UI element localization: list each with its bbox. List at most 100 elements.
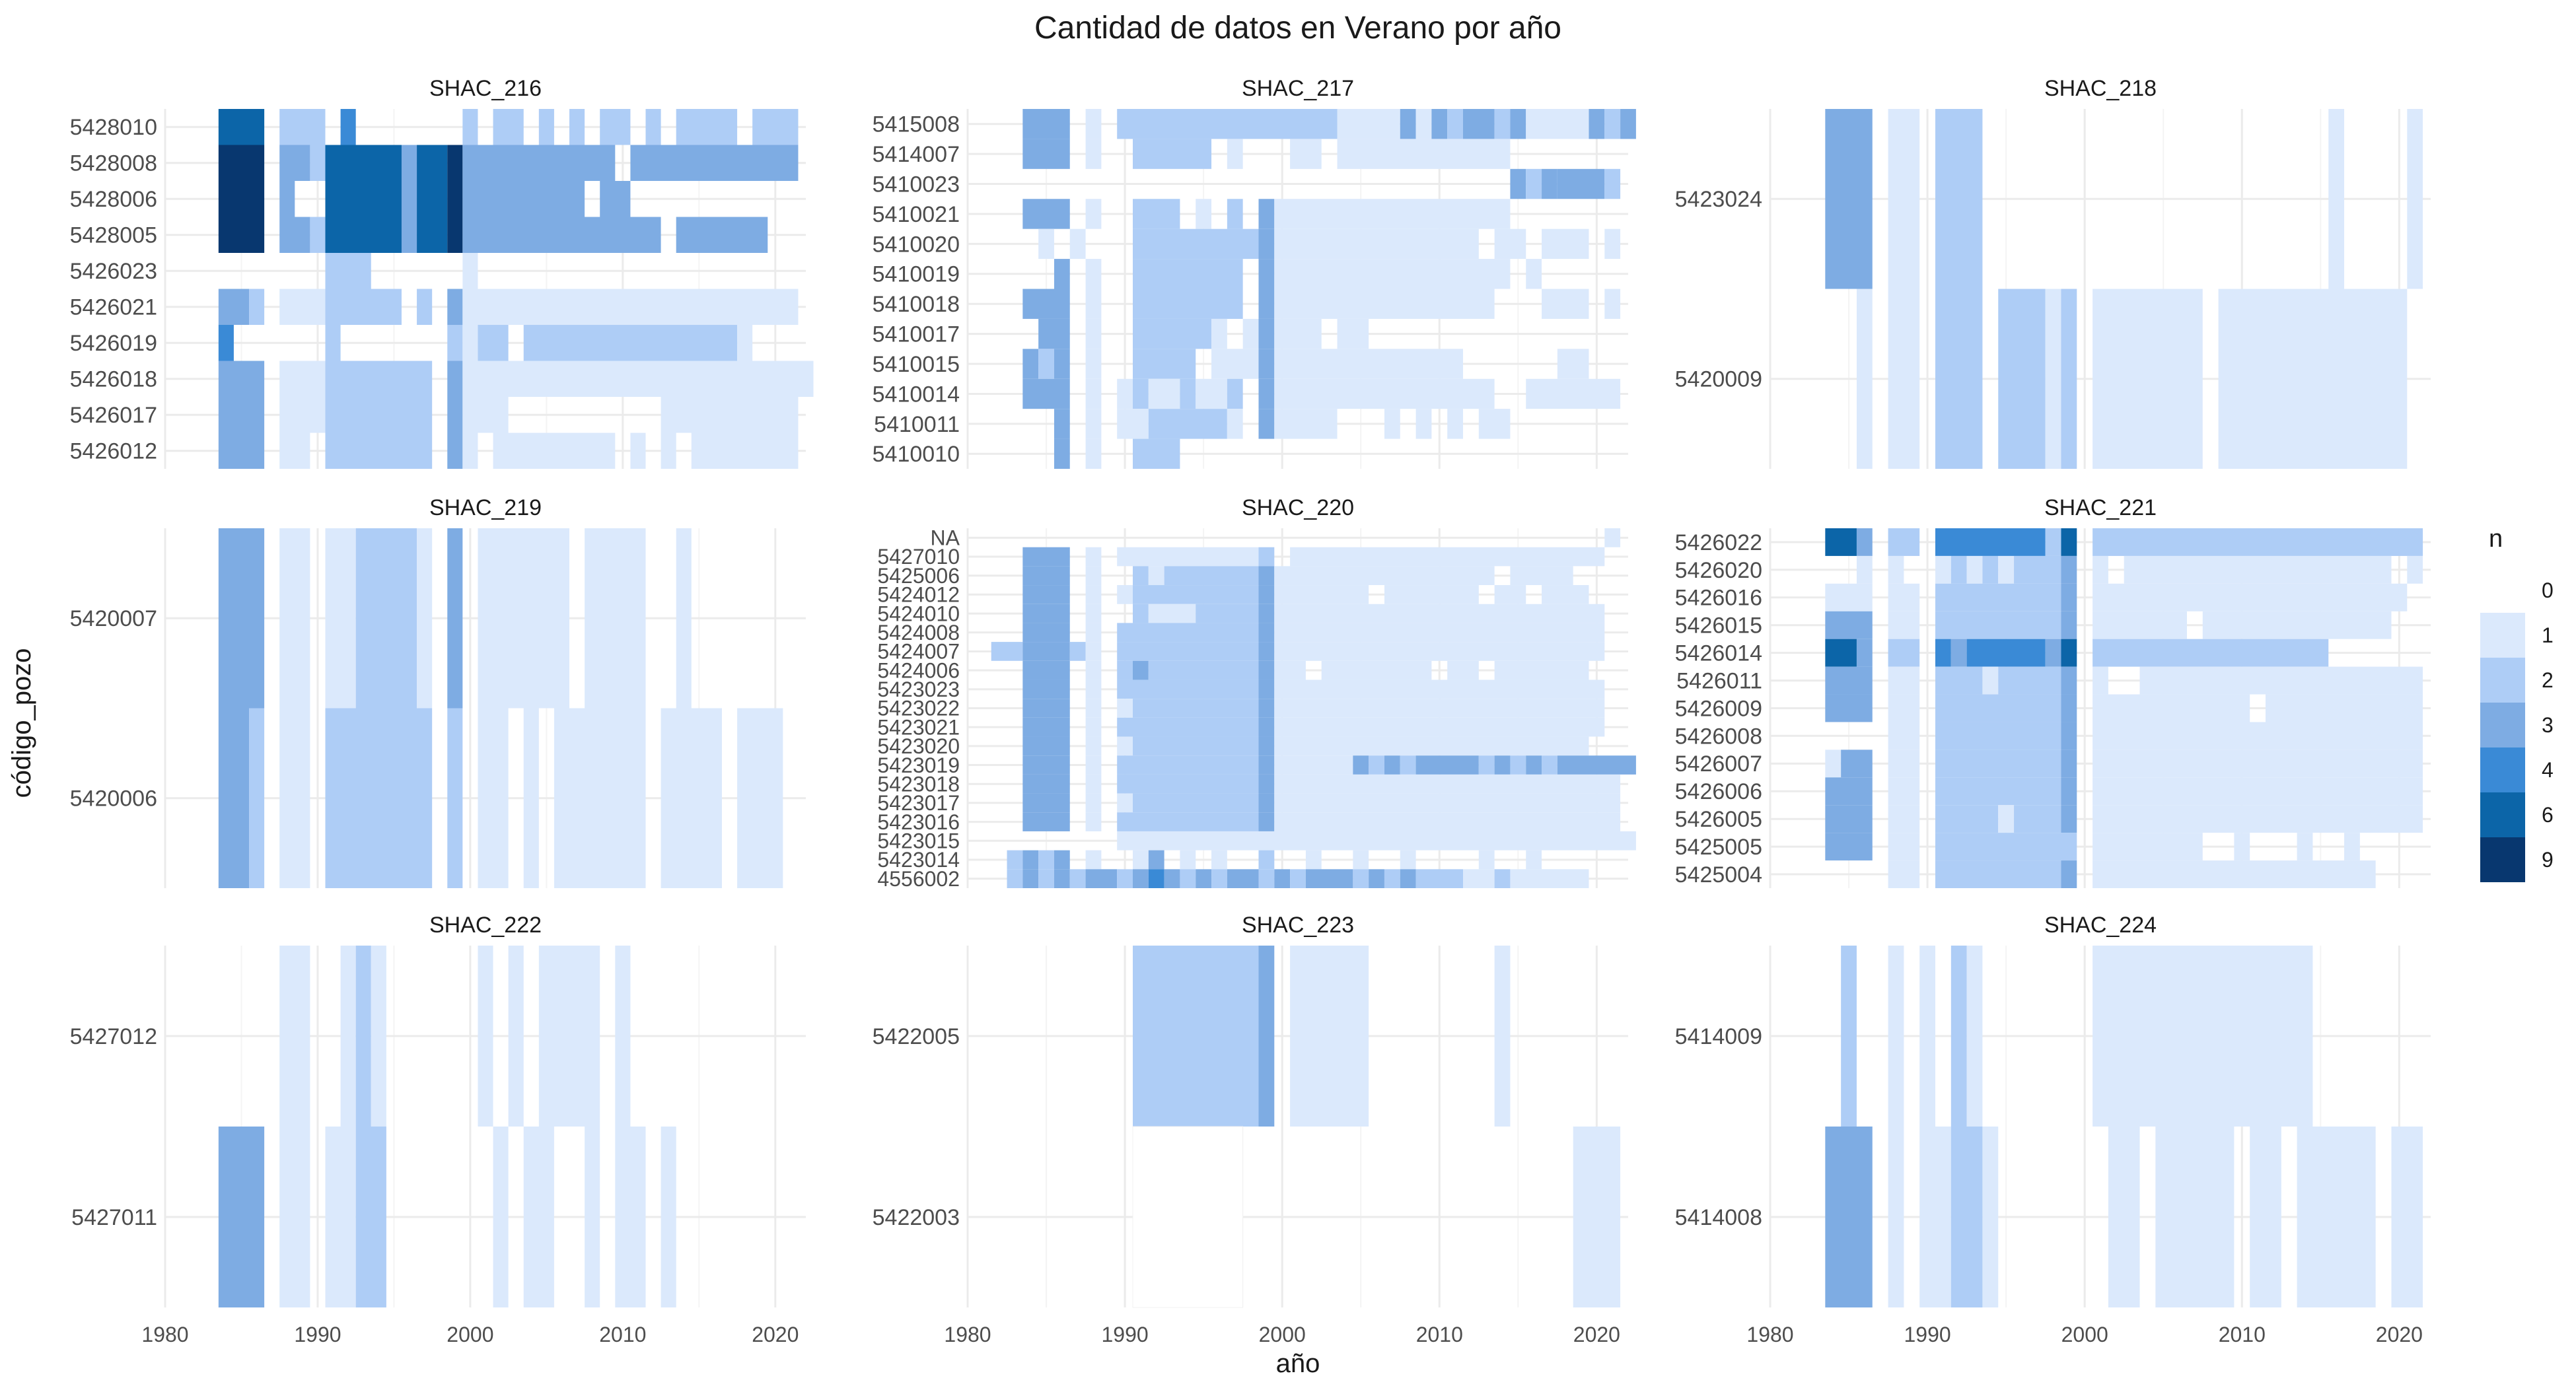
heatmap-tile: [1022, 378, 1070, 409]
facet-title: SHAC_220: [1242, 495, 1354, 520]
x-tick-label: 2020: [752, 1323, 799, 1346]
heatmap-tile: [218, 397, 265, 433]
heatmap-tile: [462, 217, 661, 253]
legend-label: 2: [2542, 668, 2554, 692]
y-tick-label: 5414007: [873, 142, 960, 167]
heatmap-tile: [1258, 585, 1275, 604]
heatmap-tile: [1022, 547, 1070, 567]
heatmap-tile: [1085, 409, 1102, 439]
heatmap-tile: [1180, 869, 1196, 888]
heatmap-tile: [355, 946, 371, 1127]
heatmap-tile: [1526, 378, 1621, 409]
y-tick-label: 5425004: [1675, 862, 1762, 887]
y-tick-label: 5423023: [877, 678, 960, 701]
heatmap-tile: [2093, 833, 2203, 861]
heatmap-tile: [1604, 289, 1621, 319]
heatmap-tile: [1321, 660, 1432, 680]
heatmap-tile: [2061, 694, 2077, 722]
heatmap-tile: [1133, 259, 1243, 289]
heatmap-tile: [1982, 1127, 1999, 1307]
y-tick-label: 5426015: [1675, 613, 1762, 639]
heatmap-tile: [1085, 699, 1102, 718]
y-tick-label: 5422005: [873, 1024, 960, 1049]
heatmap-tile: [1888, 722, 1920, 750]
heatmap-tile: [2266, 694, 2423, 722]
heatmap-tile: [1022, 736, 1070, 756]
facet-panel: SHAC_219 5420007 5420006: [70, 495, 806, 888]
heatmap-tile: [1982, 666, 1999, 695]
heatmap-tile: [737, 325, 753, 361]
heatmap-tile: [1447, 409, 1463, 439]
heatmap-tile: [279, 397, 326, 433]
heatmap-tile: [1085, 812, 1102, 831]
heatmap-tile: [1117, 831, 1636, 851]
heatmap-tile: [417, 289, 433, 325]
heatmap-tile: [1888, 1127, 1904, 1307]
x-tick-label: 2010: [599, 1323, 646, 1346]
heatmap-tile: [1856, 289, 1873, 469]
heatmap-tile: [676, 217, 768, 253]
heatmap-tile: [2297, 833, 2313, 861]
heatmap-tile: [1274, 679, 1605, 699]
heatmap-tile: [1542, 585, 1589, 604]
heatmap-tile: [1085, 642, 1102, 661]
heatmap-tile: [1022, 679, 1070, 699]
heatmap-tile: [249, 289, 265, 325]
heatmap-tile: [1196, 604, 1259, 623]
heatmap-tile: [325, 289, 402, 325]
heatmap-tile: [1258, 850, 1275, 870]
legend-label: 4: [2542, 758, 2554, 782]
heatmap-tile: [1258, 566, 1275, 586]
heatmap-tile: [1117, 812, 1133, 831]
heatmap-tile: [1888, 583, 1920, 611]
heatmap-tile: [1353, 869, 1369, 888]
heatmap-tile: [1919, 946, 1935, 1127]
heatmap-tile: [1369, 755, 1384, 775]
heatmap-tile: [1274, 736, 1589, 756]
heatmap-tile: [218, 145, 265, 181]
heatmap-tile: [1935, 777, 2061, 806]
heatmap-tile: [340, 109, 356, 145]
y-tick-label: 5426007: [1675, 751, 1762, 777]
y-tick-label: 5428008: [70, 151, 157, 176]
heatmap-tile: [600, 181, 631, 217]
heatmap-tile: [371, 946, 386, 1127]
y-tick-label: 5424006: [877, 658, 960, 682]
heatmap-tile: [1494, 228, 1526, 260]
y-tick-label: 5423024: [1675, 187, 1762, 212]
heatmap-tile: [340, 946, 356, 1127]
heatmap-tile: [1353, 850, 1369, 870]
heatmap-tile: [1415, 409, 1432, 439]
heatmap-tile: [1919, 1127, 1951, 1307]
heatmap-tile: [2061, 805, 2077, 833]
y-tick-label: 5426011: [1676, 668, 1762, 693]
heatmap-tile: [1966, 555, 1983, 584]
heatmap-tile: [218, 708, 250, 888]
heatmap-tile: [661, 397, 799, 433]
facet-title: SHAC_222: [429, 913, 542, 938]
heatmap-tile: [1085, 566, 1102, 586]
heatmap-tile: [1258, 228, 1275, 260]
facet-title: SHAC_217: [1242, 76, 1354, 101]
heatmap-tile: [2093, 639, 2329, 667]
heatmap-tile: [218, 1127, 265, 1307]
heatmap-tile: [1494, 585, 1526, 604]
y-tick-label: 5426020: [1675, 558, 1762, 583]
y-tick-label: 5425006: [877, 564, 960, 588]
heatmap-tile: [1258, 736, 1275, 756]
heatmap-tile: [2061, 611, 2077, 639]
heatmap-tile: [1935, 860, 2061, 888]
y-tick-label: 5410015: [873, 352, 960, 377]
heatmap-tile: [2093, 722, 2423, 750]
heatmap-tile: [1998, 555, 2015, 584]
heatmap-tile: [2218, 289, 2408, 469]
heatmap-tile: [1825, 528, 1857, 556]
y-tick-label: 5424010: [877, 602, 960, 625]
heatmap-tile: [1526, 259, 1542, 289]
heatmap-tile: [1400, 755, 1416, 775]
heatmap-tile: [1258, 199, 1275, 229]
heatmap-tile: [1510, 109, 1526, 139]
heatmap-tile: [1054, 438, 1070, 469]
heatmap-tile: [1274, 349, 1463, 379]
heatmap-tile: [1935, 694, 2061, 722]
